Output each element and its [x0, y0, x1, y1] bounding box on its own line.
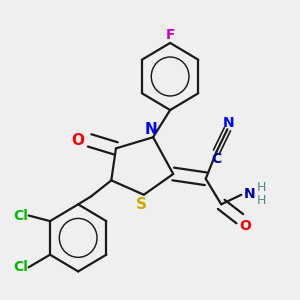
- Text: N: N: [145, 122, 157, 137]
- Text: C: C: [211, 152, 221, 166]
- Text: H: H: [257, 194, 266, 207]
- Text: H: H: [257, 181, 266, 194]
- Text: N: N: [223, 116, 235, 130]
- Text: N: N: [243, 187, 255, 201]
- Text: O: O: [239, 219, 251, 233]
- Text: F: F: [165, 28, 175, 42]
- Text: S: S: [136, 197, 147, 212]
- Text: O: O: [72, 133, 85, 148]
- Text: Cl: Cl: [14, 260, 28, 274]
- Text: Cl: Cl: [14, 208, 28, 223]
